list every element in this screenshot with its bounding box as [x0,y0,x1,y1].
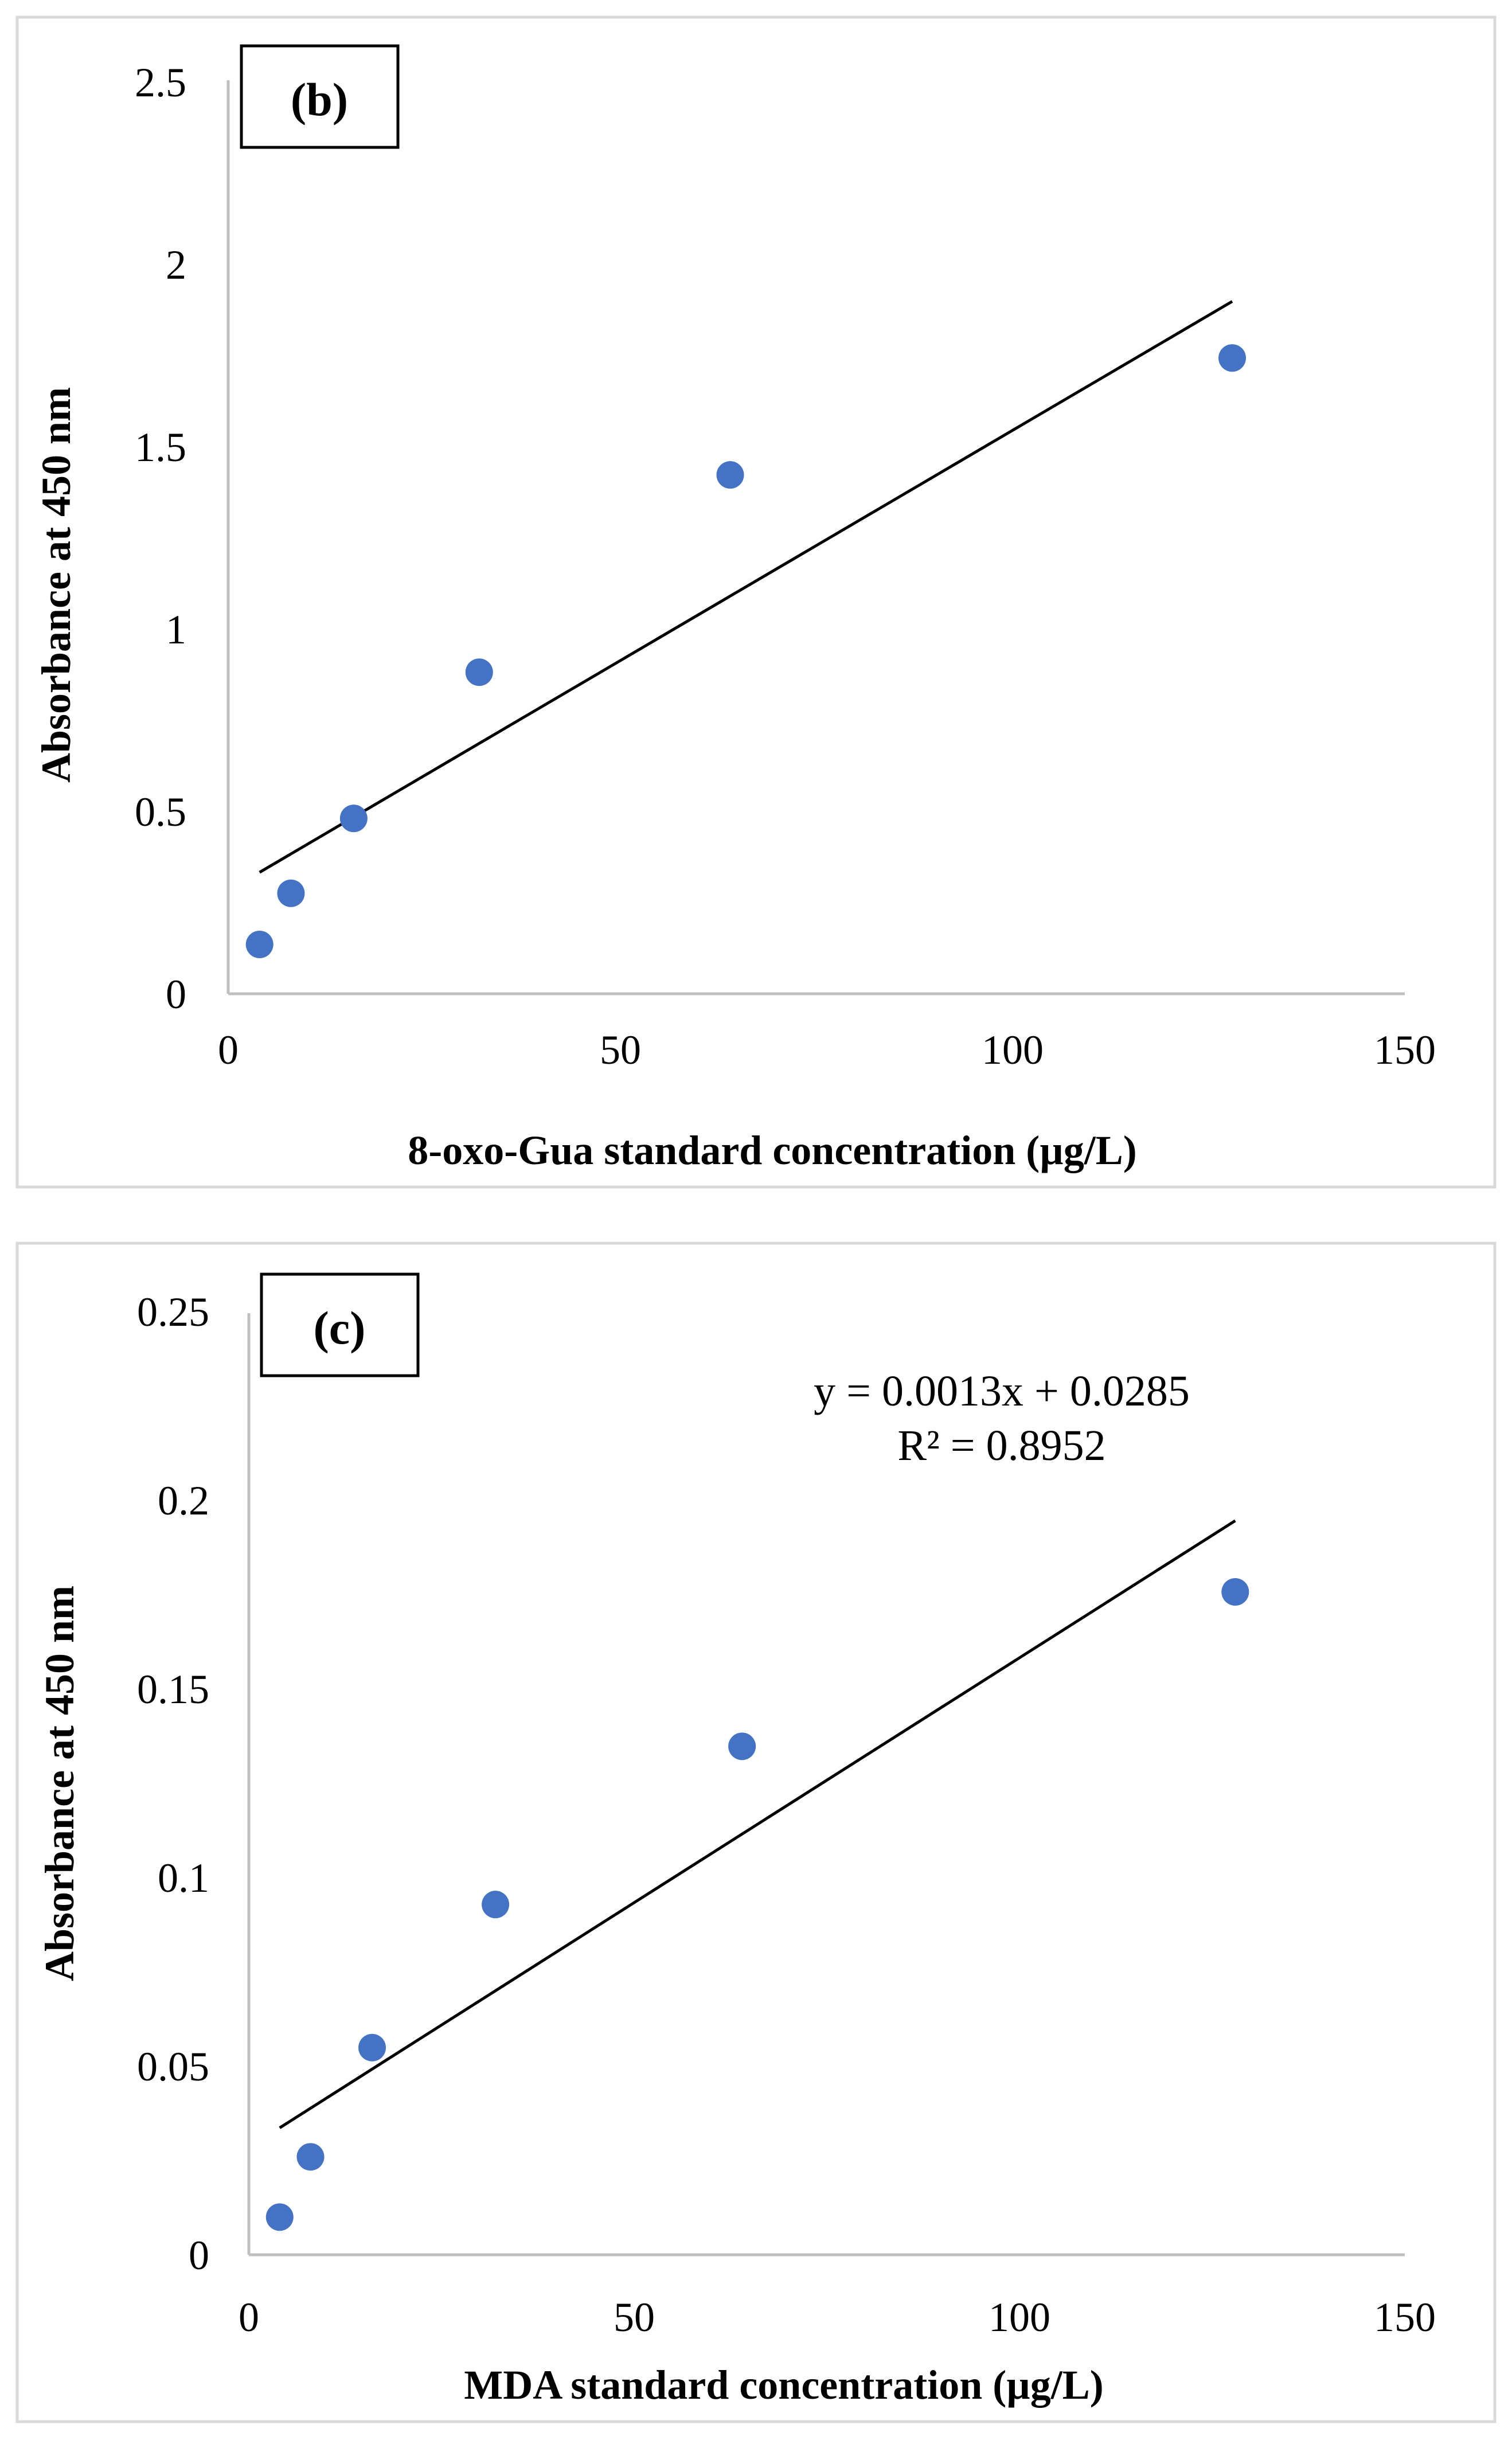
chart-panel-c: (c) 0 0.05 0.1 0.15 0.2 0.25 0 50 100 15… [15,1242,1497,2423]
chart-border [15,1242,1497,2423]
x-axis-title: 8-oxo-Gua standard concentration (µg/L) [408,1127,1136,1173]
y-tick-label: 0.15 [137,1666,209,1712]
x-tick-label: 50 [600,1027,641,1073]
data-point [245,930,274,958]
y-tick-label: 0 [189,2232,209,2278]
x-tick-label: 150 [1374,2294,1436,2340]
y-tick-label: 0 [166,971,186,1017]
y-axis-title: Absorbance at 450 nm [33,387,79,783]
chart-border [15,15,1497,1189]
panel-label-box [260,1272,420,1377]
x-tick-label: 0 [218,1027,239,1073]
data-point [728,1732,756,1760]
y-tick-label: 1.5 [135,424,186,470]
x-tick-label: 50 [614,2294,655,2340]
data-point [358,2033,386,2062]
plot-area [265,1519,1249,2231]
x-tick-label: 100 [982,1027,1044,1073]
trendline [259,300,1233,874]
y-tick-label: 2 [166,242,186,288]
y-tick-label: 0.5 [135,789,186,835]
x-tick-label: 0 [239,2294,259,2340]
y-tick-label: 2.5 [135,60,186,106]
data-point [1218,344,1247,372]
y-tick-label: 0.05 [137,2044,209,2090]
y-tick-label: 0.2 [158,1478,209,1524]
data-point [277,879,305,907]
x-tick-label: 150 [1374,1027,1436,1073]
trendline-equation: y = 0.0013x + 0.0285 [814,1367,1190,1415]
chart-panel-b: (b) 0 0.5 1 1.5 2 2.5 0 50 100 150 8-oxo… [15,15,1497,1189]
y-axis-title: Absorbance at 450 nm [37,1586,83,1981]
data-point [265,2203,294,2231]
y-tick-label: 0.1 [158,1855,209,1901]
trendline [279,1519,1236,2129]
y-tick-label: 0.25 [137,1289,209,1335]
panel-label-box [240,44,400,149]
data-point [482,1891,510,1919]
r-squared-label: R² = 0.8952 [897,1422,1105,1470]
panel-label: (b) [291,73,348,126]
panel-label: (c) [313,1302,365,1354]
data-point [339,805,368,833]
plot-area [245,300,1247,958]
data-point [465,658,493,686]
x-tick-label: 100 [989,2294,1050,2340]
data-point [716,461,744,489]
x-axis-title: MDA standard concentration (µg/L) [464,2362,1103,2408]
data-point [296,2143,325,2171]
data-point [1221,1578,1249,1606]
y-tick-label: 1 [166,607,186,653]
